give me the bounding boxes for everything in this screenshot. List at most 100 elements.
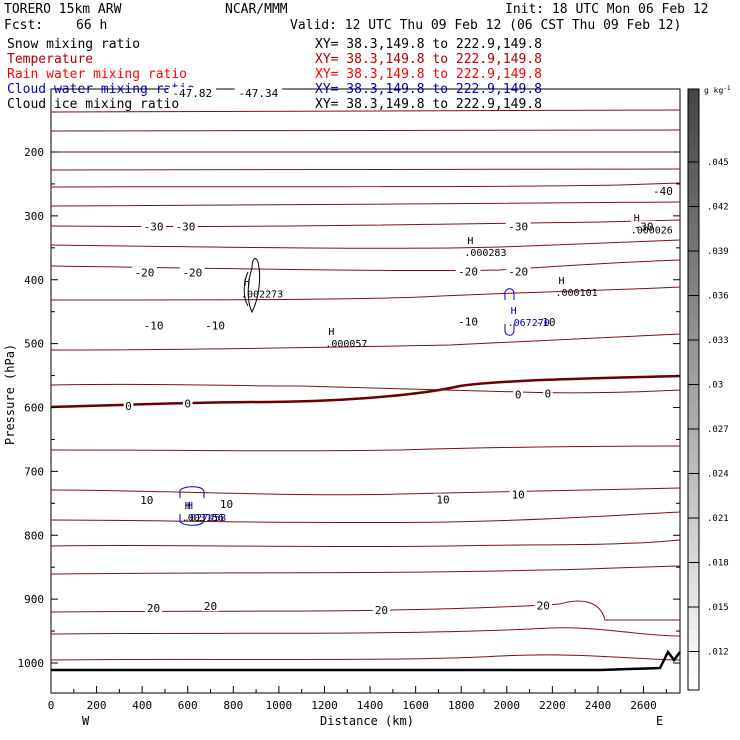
colorbar-segment (688, 194, 699, 210)
max-value: .000101 (555, 288, 597, 299)
label-bg (509, 488, 527, 500)
colorbar-segment (688, 299, 699, 315)
label-bg (455, 265, 481, 277)
x-tick-label: 0 (48, 699, 55, 712)
freezing-isotherm (50, 374, 681, 409)
isotherm-line (50, 383, 681, 394)
colorbar-segment (688, 539, 699, 556)
x-tick-label: 400 (132, 699, 152, 712)
temperature-label: 20 (537, 600, 550, 613)
plot-frame (50, 88, 681, 694)
temperature-label: -20 (182, 267, 202, 280)
label-bg (201, 600, 220, 612)
x-tick-label: 1200 (311, 699, 338, 712)
label-bg (234, 87, 283, 99)
max-value: .000026 (631, 225, 673, 236)
x-tick-label: 1000 (266, 699, 293, 712)
colorbar-segment (688, 434, 699, 451)
y-tick-label: 600 (24, 402, 44, 415)
label-bg (132, 266, 157, 278)
colorbar-segment (688, 89, 699, 105)
max-marker: H (244, 277, 250, 288)
valid-time: Valid: 12 UTC Thu 09 Feb 12 (06 CST Thu … (290, 18, 681, 33)
x-tick-label: 2200 (539, 699, 566, 712)
label-bg (138, 494, 156, 506)
isotherm-line (50, 565, 681, 575)
label-bg (534, 599, 552, 611)
field-name: Cloud ice mixing ratio (7, 97, 179, 112)
temperature-label: -20 (458, 265, 478, 278)
isotherm-line (50, 259, 681, 272)
max-marker: H (511, 306, 517, 317)
max-value: .003156 (182, 513, 224, 524)
isotherm-line (50, 239, 681, 249)
init-time: Init: 18 UTC Mon 06 Feb 12 (505, 2, 709, 17)
colorbar-unit: g kg-1 (704, 85, 731, 95)
colorbar-tick-label: .027 (707, 425, 729, 435)
colorbar-tick-label: .024 (707, 470, 729, 480)
x-axis: 0 200 400 600 800 1000 1200 1400 1600 1800 2000 220… (48, 686, 667, 712)
label-bg (141, 319, 166, 331)
colorbar-segment (688, 419, 699, 436)
colorbar-segment (688, 224, 699, 240)
max-value: .002273 (241, 289, 283, 300)
y-tick-label: 700 (24, 465, 44, 478)
y-axis-label: Pressure (hPa) (3, 344, 17, 445)
colorbar-segment (688, 104, 699, 120)
y-tick-label: 300 (24, 210, 44, 223)
temperature-label: 20 (147, 602, 160, 615)
isotherm-line (50, 539, 681, 548)
label-bg (173, 220, 198, 232)
org-title: NCAR/MMM (225, 2, 288, 17)
colorbar-segment (688, 164, 699, 180)
colorbar-segment (688, 254, 699, 270)
isotherm-line (50, 487, 681, 496)
colorbar-segment (688, 269, 699, 285)
colorbar-segment (688, 449, 699, 466)
label-bg (182, 397, 193, 409)
temperature-contours (50, 109, 681, 661)
field-name: Rain water mixing ratio (7, 67, 187, 82)
colorbar-segment (688, 674, 699, 691)
field-name: Snow mixing ratio (7, 37, 140, 52)
forecast-hours: 66 h (76, 18, 107, 33)
colorbar-segment (688, 149, 699, 165)
max-marker: H (558, 276, 564, 287)
max-marker: H (328, 327, 334, 338)
isotherm-line (50, 168, 681, 171)
colorbar-segment (688, 209, 699, 225)
temperature-label: -47.82 (172, 87, 212, 100)
field-maxima: H.002273H.000057H.000283H.000101H.000026… (182, 213, 673, 523)
label-bg (372, 603, 391, 615)
colorbar-segment (688, 134, 699, 150)
colorbar: .045 .042 .039 .036 .033 .03 .027 .024 .021 .018.… (687, 88, 729, 691)
cloud-water-contour (179, 486, 205, 526)
temperature-label: -10 (536, 316, 556, 329)
colorbar-tick-label: .018 (707, 559, 729, 569)
isotherm-line (50, 219, 681, 228)
x-tick-label: 2000 (494, 699, 521, 712)
temperature-label: -30 (144, 221, 164, 234)
colorbar-segment (688, 524, 699, 541)
label-bg (144, 602, 163, 614)
x-tick-label: 200 (87, 699, 107, 712)
x-tick-label: 2400 (585, 699, 612, 712)
colorbar-segment (688, 359, 699, 375)
isotherm-line (50, 129, 681, 132)
colorbar-tick-label: .039 (707, 247, 729, 257)
field-name: Temperature (7, 52, 93, 67)
x-axis-label: Distance (km) (320, 714, 414, 728)
isotherm-line (50, 201, 681, 207)
max-marker: H (185, 501, 191, 512)
colorbar-segment (688, 344, 699, 360)
colorbar-segment (688, 239, 699, 255)
temperature-label: 0 (125, 400, 132, 413)
y-tick-label: 1000 (18, 657, 45, 670)
label-bg (123, 400, 134, 412)
isotherm-line (50, 654, 681, 661)
label-bg (533, 315, 558, 327)
label-bg (202, 319, 228, 331)
field-xy: XY= 38.3,149.8 to 222.9,149.8 (315, 37, 542, 52)
isotherm-line (50, 445, 681, 452)
